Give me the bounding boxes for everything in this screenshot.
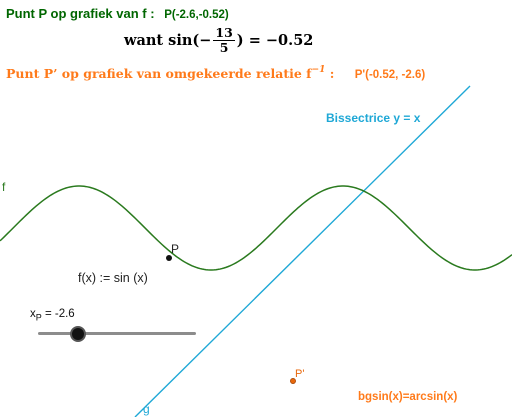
slider-var-sub: P [35, 312, 42, 323]
bissectrice-label: Bissectrice y = x [326, 111, 421, 125]
bissectrice-line-g[interactable] [134, 85, 471, 417]
point-p-coordinates: P(-2.6,-0.52) [164, 9, 229, 21]
point-p-prime-label: P' [295, 368, 304, 380]
fraction-numerator: 13 [213, 25, 235, 41]
sine-formula: want sin(− 13 5 ) = −0.52 [124, 26, 313, 55]
line-g-label: g [143, 402, 150, 416]
point-p[interactable] [166, 255, 172, 261]
inverse-relation-text: Punt P’ op grafiek van omgekeerde relati… [6, 66, 312, 81]
slider-var: x [30, 308, 36, 320]
function-definition: f(x) := sin (x) [78, 271, 148, 285]
inverse-exponent: −1 [311, 65, 326, 75]
slider-knob[interactable] [70, 326, 86, 342]
slider-value: = -2.6 [41, 308, 75, 320]
point-p-prime-coordinates: P'(-0.52, -2.6) [354, 69, 426, 81]
xp-slider[interactable] [38, 324, 198, 344]
slider-track[interactable] [38, 332, 196, 335]
formula-prefix: want sin(− [124, 32, 212, 49]
curve-f-label: f [2, 180, 6, 194]
title-text: Punt P op grafiek van f : [6, 6, 155, 21]
sine-curve-f[interactable] [0, 185, 512, 271]
slider-label: xP = -2.6 [30, 308, 75, 322]
point-p-prime[interactable] [290, 378, 296, 384]
point-p-label: P [171, 242, 179, 256]
title-point-p-prime: Punt P’ op grafiek van omgekeerde relati… [6, 65, 425, 81]
inverse-colon: : [325, 66, 335, 81]
formula-fraction: 13 5 [213, 25, 235, 55]
formula-suffix: ) = −0.52 [236, 32, 314, 49]
fraction-denominator: 5 [219, 40, 229, 55]
arcsin-label: bgsin(x)=arcsin(x) [358, 391, 458, 403]
title-point-p: Punt P op grafiek van f : P(-2.6,-0.52) [6, 6, 229, 21]
